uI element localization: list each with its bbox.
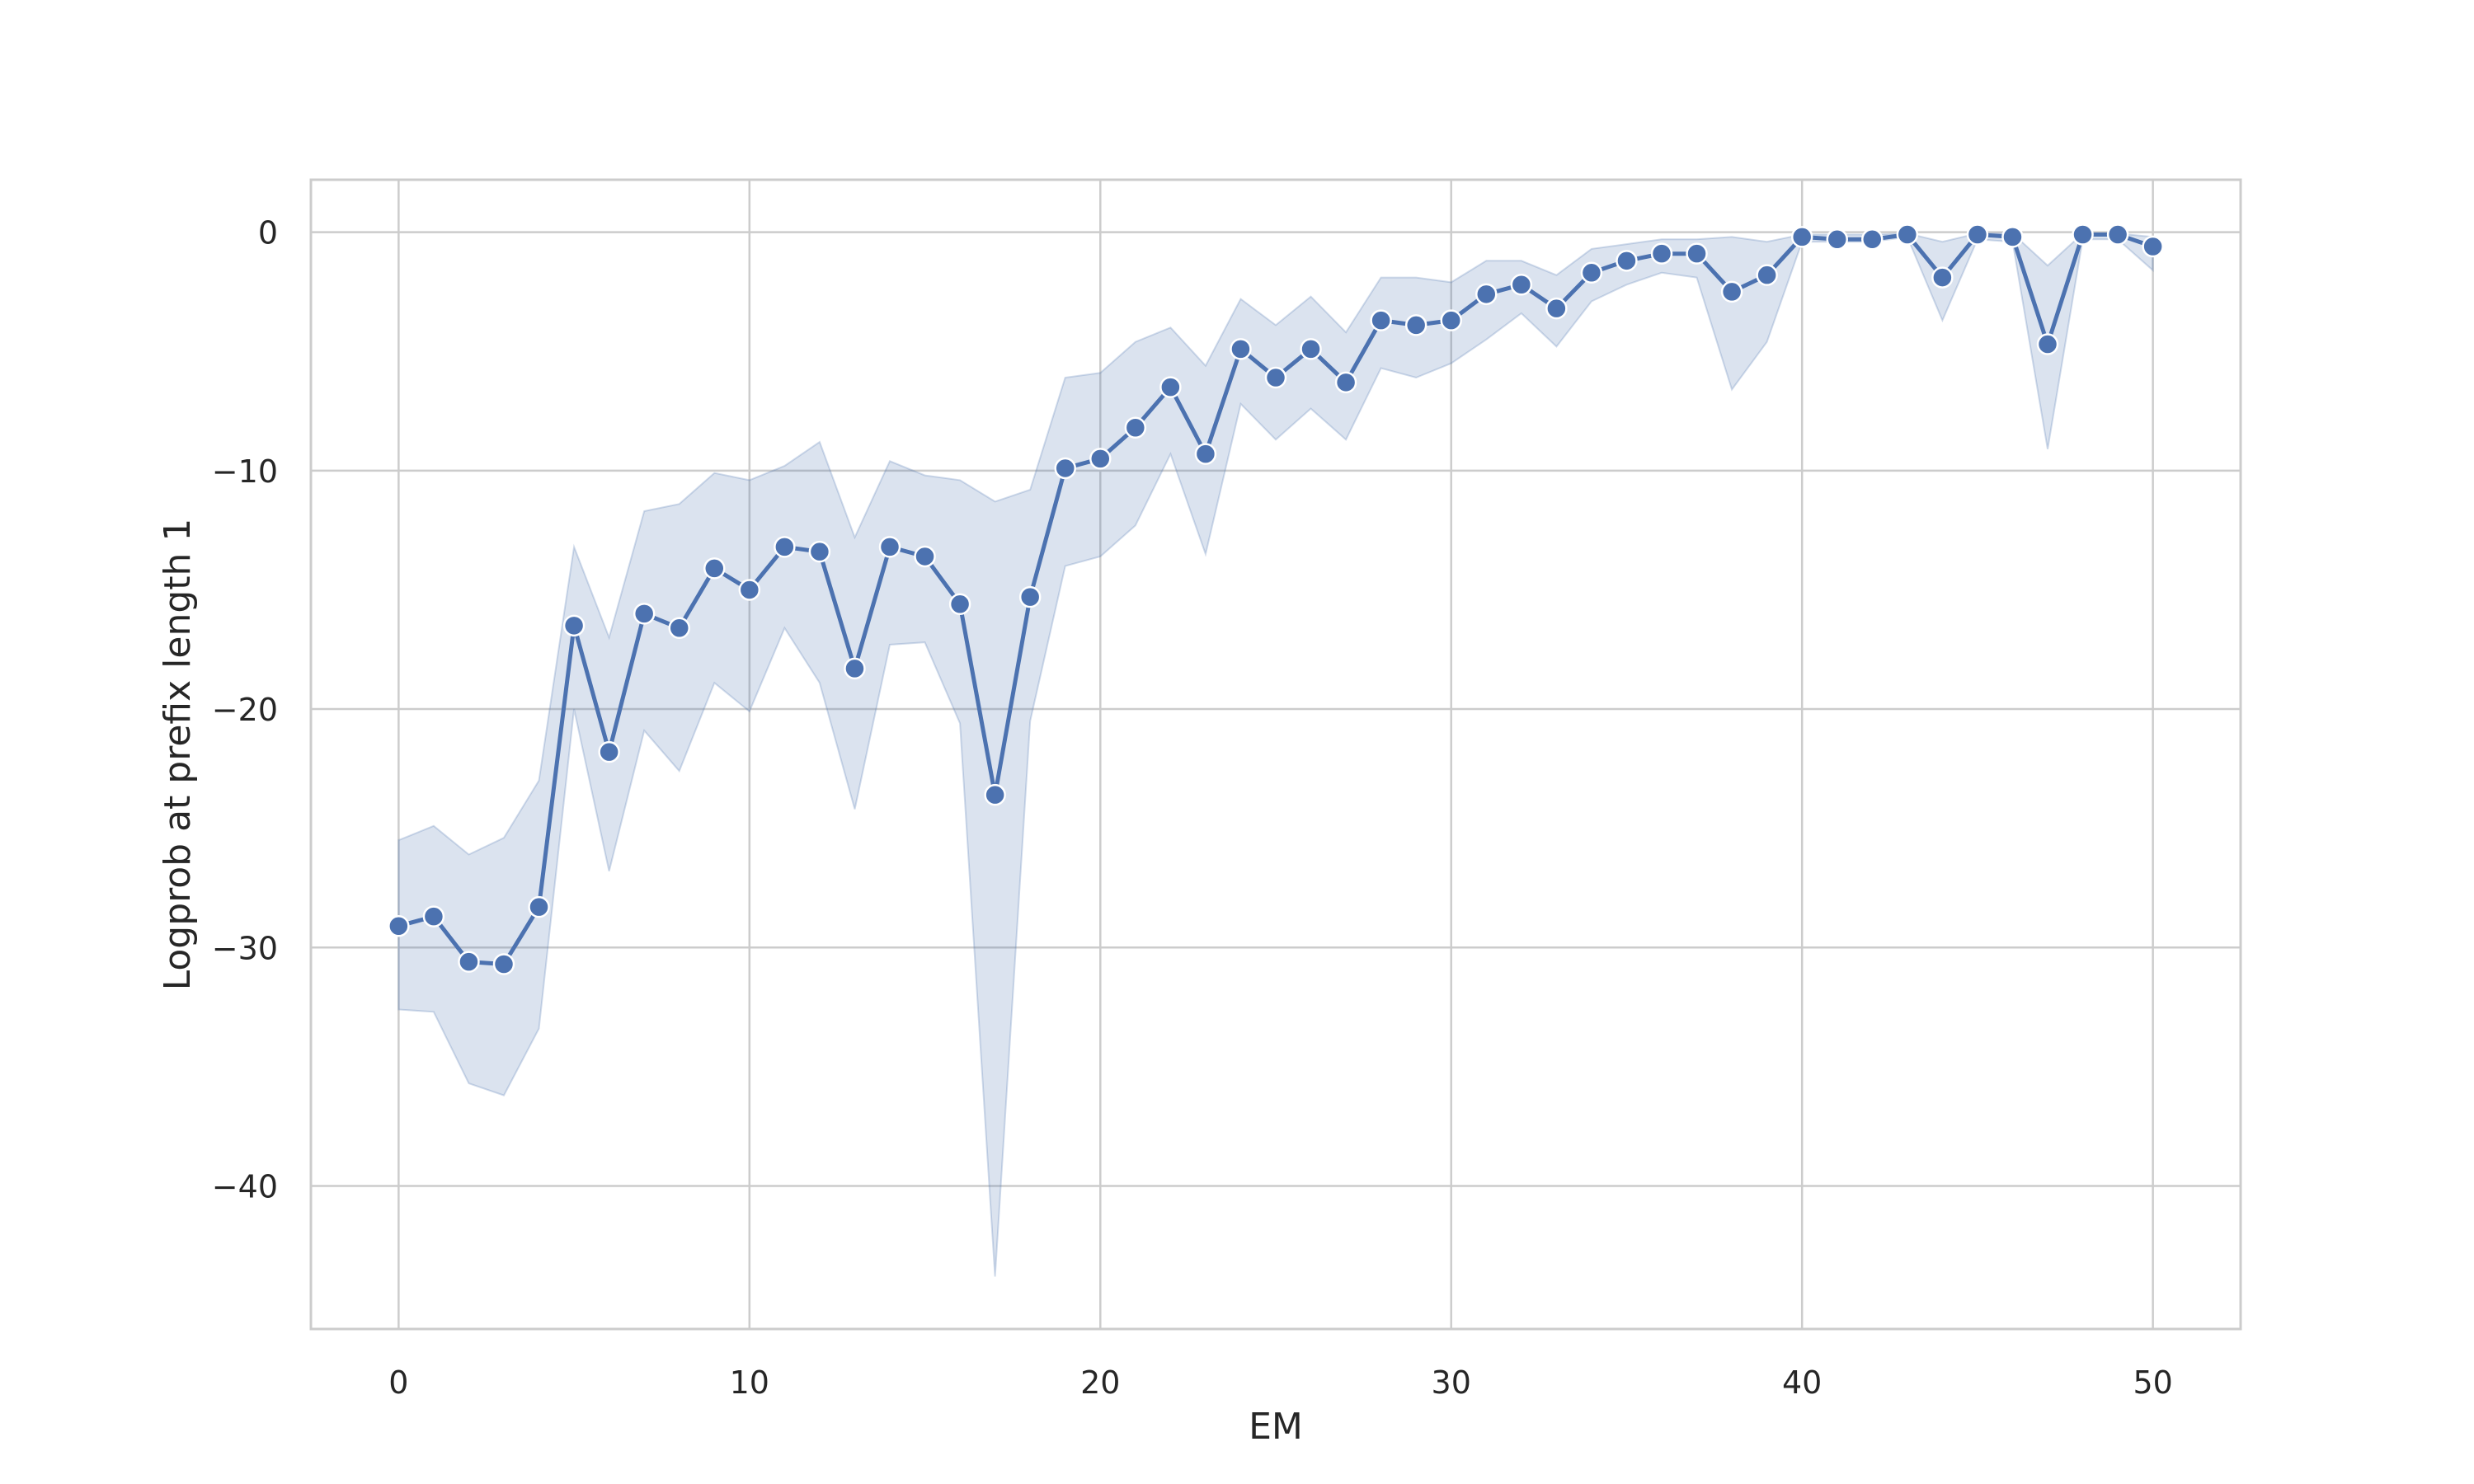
data-point: [1861, 228, 1884, 251]
data-point: [1370, 309, 1392, 331]
data-point: [2036, 333, 2059, 355]
data-point: [2142, 235, 2164, 258]
confidence-band: [397, 232, 2154, 1277]
y-tick-label: −10: [212, 453, 278, 490]
data-point: [1580, 261, 1603, 284]
data-point: [844, 657, 866, 680]
plot-frame: [309, 178, 2242, 1331]
data-point: [668, 617, 690, 639]
x-tick-label: 50: [2133, 1364, 2172, 1401]
y-tick-label: 0: [258, 215, 278, 251]
data-point: [1300, 338, 1322, 360]
y-axis-title: Logprob at prefix length 1: [157, 519, 199, 991]
data-point: [914, 545, 936, 568]
data-point: [1966, 223, 1989, 246]
data-point: [1720, 280, 1743, 303]
data-point: [1440, 309, 1462, 331]
data-point: [1475, 283, 1498, 306]
x-axis-title: EM: [1249, 1406, 1303, 1448]
data-point: [1756, 264, 1778, 286]
data-point: [598, 740, 620, 763]
y-tick-label: −40: [212, 1168, 278, 1205]
data-point: [1334, 371, 1357, 394]
data-point: [1124, 416, 1147, 439]
data-point: [703, 557, 726, 580]
x-tick-label: 40: [1782, 1364, 1822, 1401]
data-point: [948, 593, 971, 616]
data-point: [562, 614, 586, 637]
data-point: [1896, 223, 1919, 246]
data-point: [878, 536, 901, 558]
confidence-band-layer: [397, 232, 2154, 1277]
data-point: [492, 953, 515, 975]
grid-lines: [311, 180, 2241, 1329]
data-point: [1404, 314, 1427, 336]
data-point: [1616, 250, 1638, 272]
data-point: [1510, 274, 1533, 296]
data-point: [1194, 443, 1217, 465]
data-point: [2072, 223, 2094, 246]
data-point: [422, 905, 445, 928]
data-point: [1826, 228, 1848, 251]
data-point: [808, 540, 831, 563]
data-point: [1089, 448, 1112, 470]
y-tick-label: −20: [212, 692, 278, 728]
data-point: [1931, 266, 1954, 289]
data-point: [388, 914, 410, 937]
data-point: [1264, 366, 1287, 389]
data-point: [774, 536, 796, 558]
data-point: [458, 951, 480, 973]
data-point: [1054, 457, 1076, 480]
y-axis-ticks: 0 −10 −20 −30 −40: [212, 215, 278, 1205]
data-point: [1159, 376, 1182, 398]
data-point: [2106, 223, 2129, 246]
y-tick-label: −30: [212, 930, 278, 966]
data-point: [1650, 242, 1673, 265]
x-axis-ticks: 0 10 20 30 40 50: [388, 1364, 2173, 1401]
x-tick-label: 20: [1080, 1364, 1120, 1401]
x-tick-label: 30: [1432, 1364, 1471, 1401]
x-tick-label: 10: [730, 1364, 769, 1401]
x-tick-label: 0: [388, 1364, 408, 1401]
data-points: [388, 223, 2164, 975]
data-point: [528, 895, 550, 918]
data-point: [1790, 226, 1813, 248]
data-point: [1230, 338, 1252, 360]
data-point: [2001, 226, 2024, 248]
data-point: [1545, 297, 1568, 320]
data-point: [738, 579, 761, 601]
data-point: [633, 603, 656, 625]
data-point: [1018, 585, 1042, 608]
data-point: [1686, 242, 1708, 265]
data-point: [984, 783, 1006, 806]
